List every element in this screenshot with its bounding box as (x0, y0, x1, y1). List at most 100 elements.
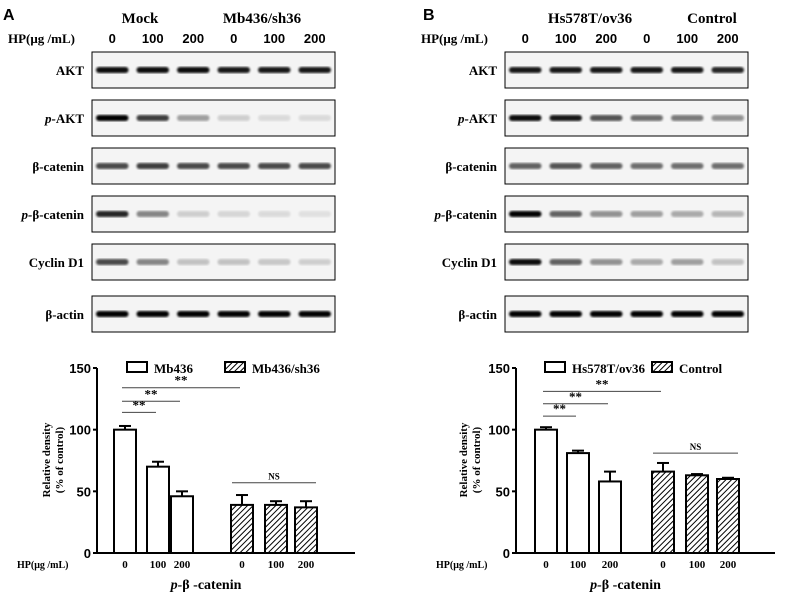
label-prefix: p- (434, 207, 446, 222)
blot-band (671, 115, 704, 121)
blot-band (258, 115, 291, 121)
lane-label: 100 (555, 31, 577, 46)
blot-band (96, 211, 129, 217)
blot-label: β-actin (458, 307, 497, 322)
blot-band (217, 311, 250, 317)
label-text: Cyclin D1 (29, 255, 84, 270)
blot-band (549, 115, 582, 121)
group-label: Control (687, 11, 737, 27)
label-text: β-actin (458, 307, 497, 322)
lane-label: 200 (595, 31, 617, 46)
blot-band (590, 115, 623, 121)
blot-box (91, 51, 336, 89)
x-tick-label: 200 (174, 559, 191, 571)
blot-label: p-AKT (457, 111, 497, 126)
blot-band (96, 163, 129, 169)
label-text: AKT (469, 111, 498, 126)
x-tick-label: 200 (602, 559, 619, 571)
label-text: β-catenin (32, 207, 84, 222)
blot-band (177, 259, 210, 265)
legend-label: Mb436 (154, 361, 194, 376)
blot-band (509, 115, 542, 121)
blot-band (258, 211, 291, 217)
label-prefix: p- (457, 111, 469, 126)
x-tick-label: 0 (543, 559, 549, 571)
label-text: β-catenin (32, 159, 84, 174)
blot-band (630, 163, 663, 169)
blot-band (136, 311, 169, 317)
blot-band (509, 67, 542, 73)
y-label-line: Relative density (458, 422, 470, 497)
blot-box (504, 195, 749, 233)
significance-label: NS (690, 442, 702, 452)
bar (651, 470, 675, 555)
bar (566, 452, 590, 555)
blot-band (258, 311, 291, 317)
y-label-line: Relative density (41, 422, 53, 497)
blot-box (91, 147, 336, 185)
x-axis-label: p-β -catenin (170, 578, 242, 593)
blot-box (91, 99, 336, 137)
bar (534, 428, 558, 554)
lane-label: 0 (230, 31, 237, 46)
blot-band (590, 259, 623, 265)
y-label-line: (% of control) (471, 426, 483, 493)
y-tick-label: 50 (496, 484, 510, 499)
y-axis-label: Relative density(% of control) (458, 422, 483, 497)
bar (716, 478, 740, 554)
blot-band (630, 115, 663, 121)
blot-band (630, 311, 663, 317)
x-tick-label: 100 (150, 559, 167, 571)
blot-label: Cyclin D1 (442, 255, 497, 270)
blot-band (298, 115, 331, 121)
blot-box (504, 243, 749, 281)
label-text: Cyclin D1 (442, 255, 497, 270)
x-axis-label: p-β -catenin (589, 578, 661, 593)
lane-label: 200 (304, 31, 326, 46)
label-prefix: p- (44, 111, 56, 126)
blot-label: p-β-catenin (434, 207, 498, 222)
hp-axis-label: HP(μg /mL) (17, 560, 69, 571)
blot-band (509, 311, 542, 317)
x-tick-label: 100 (570, 559, 587, 571)
blot-band (549, 67, 582, 73)
label-text: AKT (56, 63, 85, 78)
significance-label: ** (175, 373, 188, 388)
y-label-line: (% of control) (54, 426, 66, 493)
significance-label: NS (268, 472, 280, 482)
bar (294, 506, 318, 555)
lane-label: 0 (522, 31, 529, 46)
blot-band (217, 163, 250, 169)
legend-label: Mb436/sh36 (252, 361, 320, 376)
blot-band (96, 311, 129, 317)
blot-band (671, 163, 704, 169)
bar (230, 503, 254, 554)
bar (170, 495, 194, 554)
blot-band (549, 259, 582, 265)
blot-label: AKT (56, 63, 85, 78)
blot-band (298, 311, 331, 317)
blot-band (177, 211, 210, 217)
y-tick-label: 150 (69, 361, 91, 376)
y-tick-label: 0 (84, 546, 91, 561)
blot-band (590, 163, 623, 169)
blot-label: Cyclin D1 (29, 255, 84, 270)
blot-band (298, 211, 331, 217)
legend-label: Control (679, 361, 722, 376)
group-label: Hs578T/ov36 (548, 11, 633, 27)
blot-band (549, 311, 582, 317)
blot-band (177, 163, 210, 169)
lane-label: 200 (717, 31, 739, 46)
blot-band (671, 311, 704, 317)
blot-band (298, 67, 331, 73)
legend-swatch (126, 361, 148, 373)
blot-label: p-AKT (44, 111, 84, 126)
blot-band (711, 311, 744, 317)
panel-letter: B (423, 7, 435, 24)
blot-band (177, 67, 210, 73)
legend-label: Hs578T/ov36 (572, 361, 645, 376)
bar (264, 503, 288, 554)
hp-label: HP(μg /mL) (421, 31, 488, 46)
y-tick-label: 100 (69, 423, 91, 438)
